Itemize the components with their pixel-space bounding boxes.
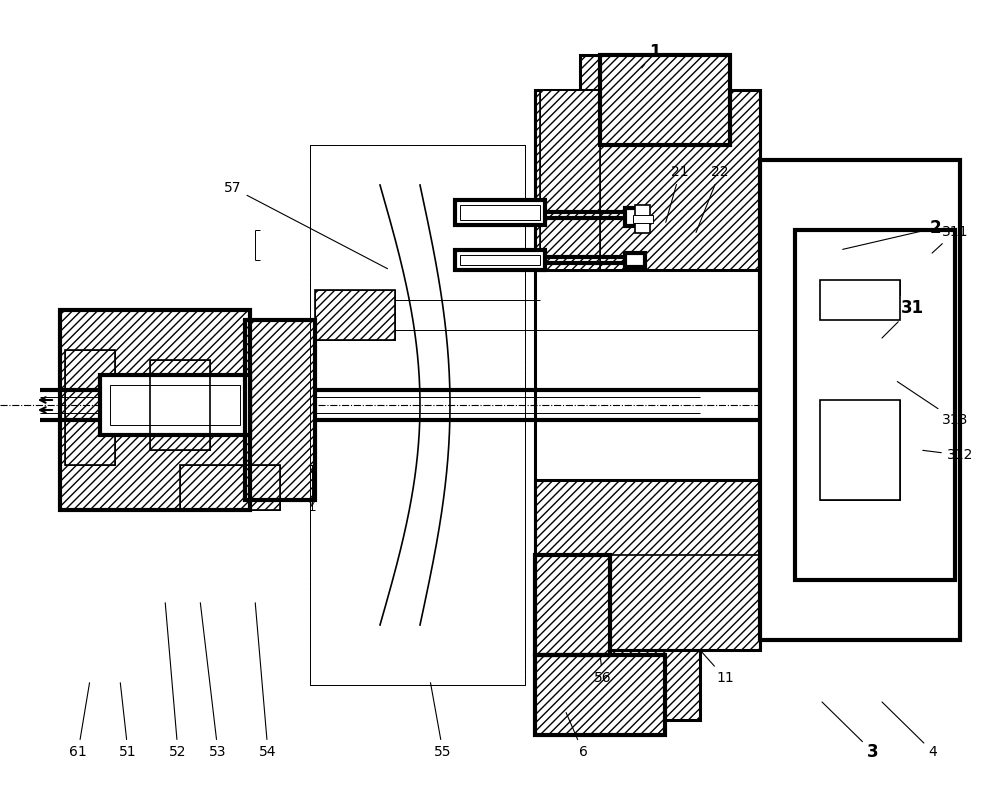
Bar (635, 205, 650, 233)
Bar (760, 160, 960, 640)
Bar (60, 310, 250, 510)
Text: 31: 31 (882, 299, 924, 338)
Bar (460, 255, 540, 265)
Text: 54: 54 (255, 603, 277, 759)
Text: 21: 21 (666, 165, 689, 222)
Bar (625, 253, 645, 267)
Text: 57: 57 (224, 181, 388, 268)
Polygon shape (760, 490, 960, 640)
Text: 3: 3 (822, 702, 879, 761)
Text: 2: 2 (843, 219, 941, 249)
Text: 22: 22 (696, 165, 729, 233)
Bar (600, 55, 730, 145)
Bar (535, 655, 665, 735)
Bar (310, 145, 525, 685)
Text: 4: 4 (882, 702, 937, 759)
Bar (633, 215, 653, 223)
Polygon shape (820, 280, 900, 310)
Polygon shape (535, 90, 760, 270)
Text: 1: 1 (642, 43, 661, 68)
Bar (600, 55, 730, 145)
Bar (245, 320, 315, 500)
Bar (820, 400, 900, 500)
Bar (245, 320, 315, 500)
Bar (315, 290, 395, 340)
Bar (180, 465, 280, 510)
Polygon shape (535, 480, 760, 650)
Text: 56: 56 (594, 658, 612, 685)
Bar (110, 385, 240, 425)
Text: 61: 61 (69, 683, 90, 759)
Bar (535, 555, 610, 655)
Bar (150, 360, 210, 450)
Bar (625, 208, 645, 226)
Bar (455, 200, 545, 225)
Text: 55: 55 (430, 683, 452, 759)
Polygon shape (565, 650, 700, 720)
Bar (455, 250, 545, 270)
Bar (535, 655, 665, 735)
Bar (540, 90, 600, 270)
Text: 53: 53 (200, 603, 227, 759)
Bar (795, 230, 955, 580)
Text: 311: 311 (932, 225, 968, 253)
Bar (65, 350, 115, 465)
Text: 11: 11 (702, 652, 734, 685)
Bar (820, 280, 900, 320)
Polygon shape (580, 55, 720, 90)
Bar (100, 375, 250, 435)
Text: 313: 313 (897, 381, 968, 427)
Bar (315, 290, 395, 340)
Polygon shape (820, 400, 900, 500)
Bar (460, 205, 540, 220)
Bar (150, 360, 210, 450)
Bar (535, 555, 610, 655)
Text: 312: 312 (923, 448, 973, 462)
Bar (310, 145, 525, 685)
Bar (60, 310, 250, 510)
Text: 6: 6 (566, 713, 587, 759)
Bar (540, 90, 600, 270)
Text: 52: 52 (165, 603, 187, 759)
Bar (180, 465, 280, 510)
Bar (65, 350, 115, 465)
Polygon shape (760, 160, 960, 270)
Text: 51: 51 (119, 683, 137, 759)
